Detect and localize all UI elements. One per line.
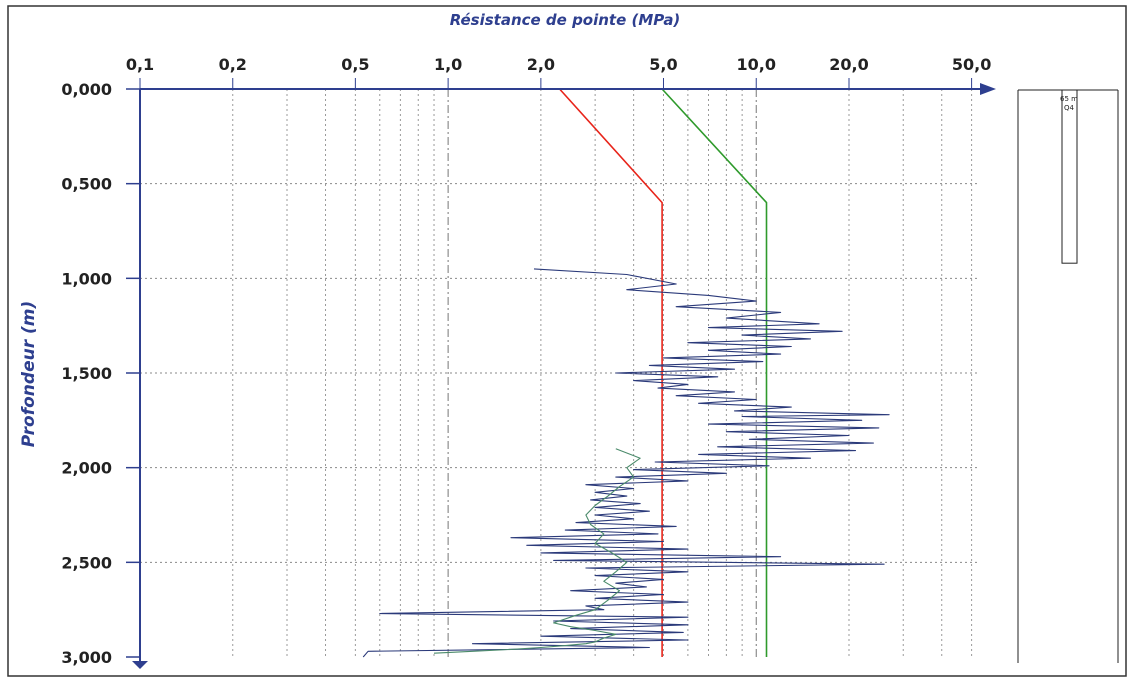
x-tick-label: 50,0: [952, 55, 991, 74]
series-line-3: [362, 268, 890, 658]
x-tick-label: 10,0: [736, 55, 775, 74]
x-tick-label: 2,0: [527, 55, 555, 74]
x-tick-label: 0,1: [126, 55, 154, 74]
series-group: [362, 88, 890, 658]
y-axis-title: Profondeur (m): [19, 301, 39, 448]
chart-frame: [7, 5, 1127, 677]
y-axis-arrow-icon: [132, 661, 148, 669]
y-tick-label: 2,000: [61, 459, 112, 478]
y-tick-label: 0,500: [61, 175, 112, 194]
grid: [140, 89, 980, 657]
series-line-1: [559, 88, 663, 657]
x-axis-arrow-icon: [980, 83, 996, 95]
y-tick-label: 2,500: [61, 553, 112, 572]
y-tick-label: 0,000: [61, 80, 112, 99]
series-line-4: [433, 448, 641, 654]
x-tick-label: 0,5: [341, 55, 369, 74]
x-tick-label: 1,0: [434, 55, 462, 74]
log-column-layer: [1061, 89, 1078, 264]
x-tick-label: 20,0: [829, 55, 868, 74]
log-column-code-label: Q4: [1064, 104, 1075, 112]
x-tick-label: 0,2: [219, 55, 247, 74]
x-tick-labels: 0,1 0,2 0,5 1,0 2,0 5,0 10,0 20,0 50,0: [126, 55, 991, 89]
y-tick-label: 1,500: [61, 364, 112, 383]
series-line-2: [661, 88, 768, 657]
y-tick-label: 1,000: [61, 269, 112, 288]
log-column-depth-label: 65 m: [1060, 95, 1078, 103]
chart-title: Résistance de pointe (MPa): [450, 11, 681, 29]
log-column: 65 m Q4: [1017, 89, 1119, 663]
x-tick-label: 5,0: [649, 55, 677, 74]
y-tick-label: 3,000: [61, 648, 112, 667]
y-tick-labels: 0,000 0,500 1,000 1,500 2,000 2,500 3,000: [61, 80, 140, 667]
